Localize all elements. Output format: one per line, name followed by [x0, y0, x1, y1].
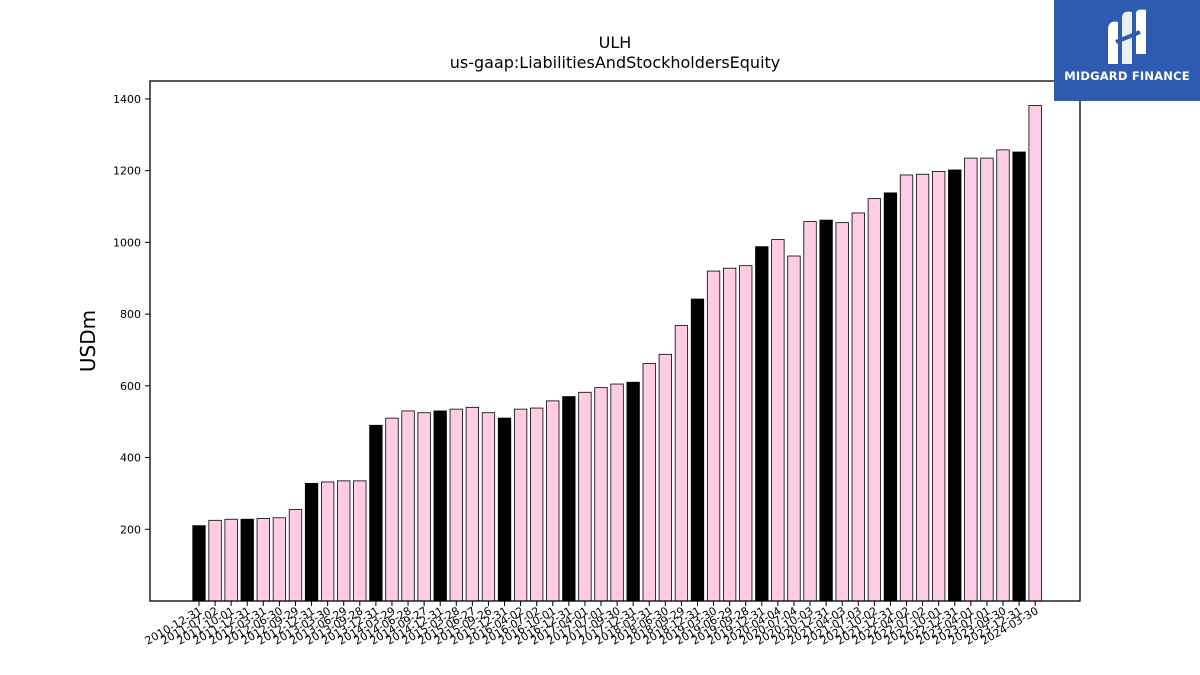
bar-2017-09-30 [610, 383, 624, 602]
bar-2011-10-01 [224, 518, 238, 602]
midgard-m-icon [1108, 9, 1146, 65]
bar-2014-12-31 [433, 410, 447, 602]
bar-2012-09-29 [288, 509, 303, 602]
plot-frame [149, 80, 1081, 602]
bar-2020-04-04 [771, 239, 785, 602]
bar-2012-03-31 [256, 518, 270, 602]
bar-2013-06-29 [337, 480, 351, 602]
bar-2018-09-29 [674, 325, 689, 602]
bar-2017-12-31 [626, 381, 640, 602]
bar-2019-03-30 [706, 270, 721, 602]
x-axis: 2010-12-312011-07-022011-10-012011-12-31… [143, 601, 1041, 648]
y-tick-label: 1400 [113, 93, 141, 106]
bar-2017-07-01 [594, 387, 608, 602]
bar-2021-10-02 [867, 198, 882, 602]
bar-2013-12-31 [369, 424, 383, 602]
y-axis: 200 400 600 800 1000 1200 1400 [113, 93, 150, 536]
bar-2022-04-02 [899, 174, 914, 602]
bar-2023-09-30 [996, 149, 1010, 602]
bar-2011-07-02 [208, 519, 222, 602]
bar-2021-04-03 [835, 222, 849, 602]
bar-2015-12-31 [497, 417, 512, 602]
midgard-finance-logo: MIDGARD FINANCE [1054, 0, 1200, 101]
y-axis-label: USDm [76, 310, 100, 372]
bar-2016-12-31 [562, 396, 576, 602]
y-tick-label: 1000 [113, 236, 141, 249]
bar-2012-06-30 [272, 517, 287, 602]
bar-2021-07-03 [851, 212, 865, 602]
bar-2017-04-01 [578, 391, 592, 602]
y-tick-label: 600 [120, 380, 141, 393]
bars-layer [192, 104, 1042, 602]
bar-2020-07-04 [787, 255, 801, 602]
bar-2018-12-31 [690, 298, 705, 602]
bar-2011-12-31 [240, 518, 254, 602]
bar-2015-06-27 [465, 406, 480, 602]
bar-2015-03-28 [449, 408, 463, 602]
y-tick-label: 800 [120, 308, 141, 321]
bar-2023-04-01 [964, 157, 978, 602]
bar-2023-07-01 [980, 157, 994, 602]
bar-2022-07-02 [915, 173, 930, 602]
bar-2010-12-31 [192, 525, 206, 602]
bar-2019-12-31 [755, 246, 769, 602]
bar-2012-12-31 [304, 482, 319, 602]
bar-2014-06-28 [401, 410, 415, 602]
bar-2022-10-01 [932, 170, 946, 602]
bar-2013-03-30 [320, 481, 335, 602]
bar-2014-03-29 [385, 417, 399, 602]
bar-2021-12-31 [883, 192, 898, 602]
bar-2015-09-26 [481, 412, 496, 602]
y-tick-label: 1200 [113, 165, 141, 178]
chart-title: ULH [599, 33, 632, 52]
bar-2020-12-31 [819, 219, 833, 602]
bar-2016-04-02 [513, 408, 528, 602]
bar-2018-03-31 [642, 363, 656, 602]
bar-2014-09-27 [417, 412, 431, 602]
bar-2016-10-01 [546, 400, 560, 602]
bar-2016-07-02 [530, 407, 544, 602]
bar-2019-06-29 [722, 267, 737, 602]
bar-2024-03-30 [1028, 104, 1042, 602]
bar-2023-12-31 [1012, 151, 1026, 602]
chart-subtitle: us-gaap:LiabilitiesAndStockholdersEquity [450, 53, 781, 72]
logo-text: MIDGARD FINANCE [1064, 69, 1190, 83]
bar-2013-09-28 [353, 480, 367, 602]
bar-2019-09-28 [739, 265, 753, 602]
bar-2022-12-31 [948, 169, 962, 602]
y-tick-label: 400 [120, 452, 141, 465]
y-tick-label: 200 [120, 523, 141, 536]
bar-2018-06-30 [658, 353, 672, 602]
bar-2020-10-03 [803, 221, 817, 602]
